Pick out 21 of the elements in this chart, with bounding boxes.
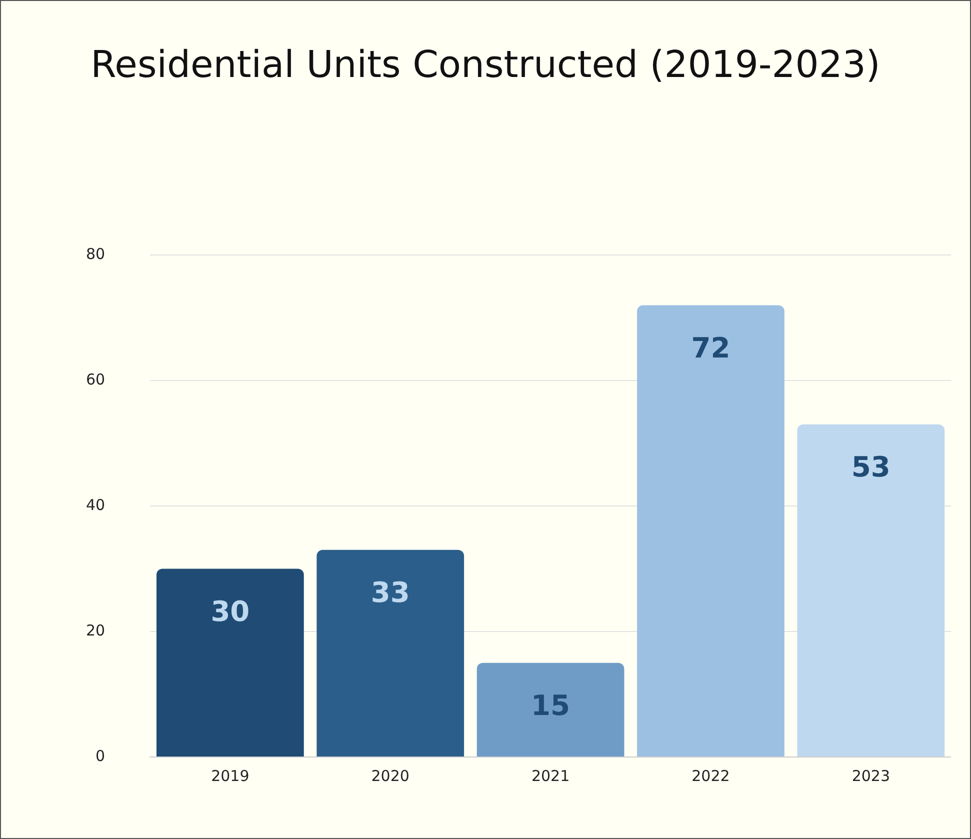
- x-tick-label: 2022: [692, 766, 730, 785]
- y-tick-label: 20: [86, 621, 106, 640]
- chart-title: Residential Units Constructed (2019-2023): [90, 43, 882, 86]
- x-tick-label: 2019: [211, 766, 250, 785]
- bar: [476, 662, 624, 756]
- data-label: 53: [851, 450, 890, 484]
- y-tick-label: 80: [86, 244, 106, 263]
- data-label: 30: [210, 595, 250, 628]
- bar: [156, 568, 304, 756]
- x-tick-label: 2021: [531, 766, 570, 785]
- bar: [316, 550, 464, 756]
- x-tick-label: 2023: [852, 766, 890, 785]
- data-label: 72: [691, 331, 730, 364]
- bar: [797, 424, 945, 756]
- y-tick-label: 40: [86, 496, 106, 514]
- y-tick-label: 0: [96, 746, 106, 765]
- y-tick-label: 60: [86, 370, 106, 388]
- data-label: 15: [531, 689, 570, 722]
- x-tick-label: 2020: [371, 766, 410, 785]
- bar: [637, 305, 784, 756]
- data-label: 33: [370, 576, 410, 610]
